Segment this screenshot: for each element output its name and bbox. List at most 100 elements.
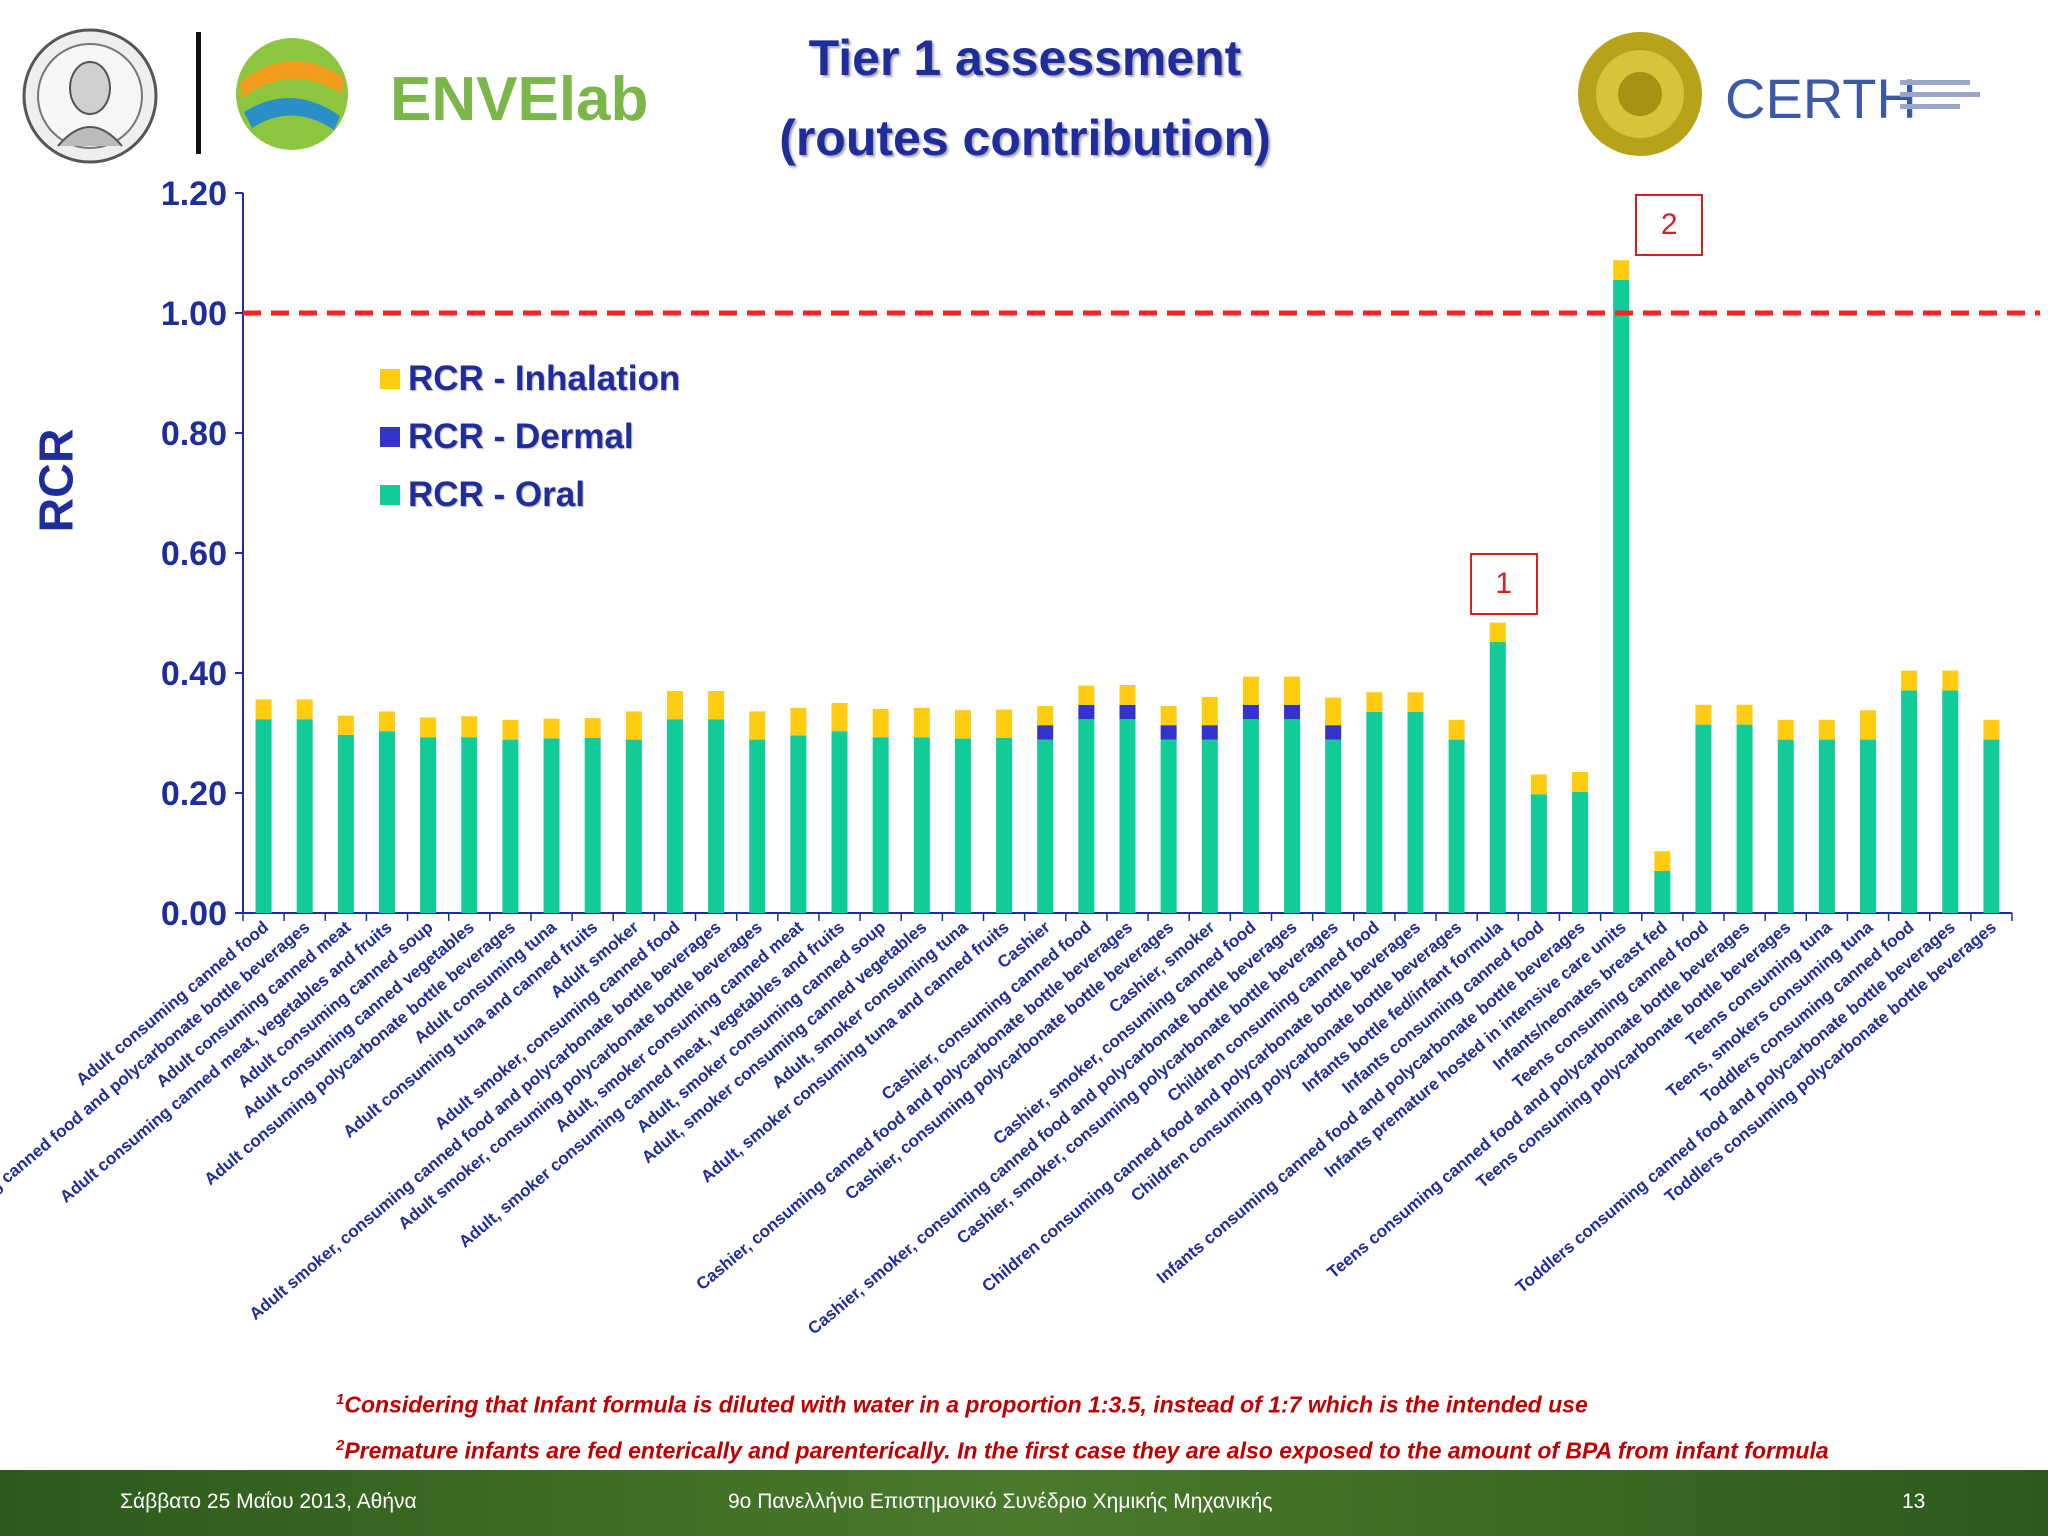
bar-rcr-inhalation — [1942, 670, 1959, 691]
bar-rcr-oral — [1777, 739, 1794, 913]
bar-rcr-inhalation — [1366, 692, 1383, 712]
bar-rcr-oral — [872, 737, 889, 913]
bar-rcr-inhalation — [1860, 710, 1877, 740]
bar-rcr-inhalation — [584, 718, 601, 738]
bar-rcr-inhalation — [1530, 774, 1547, 795]
bar-rcr-oral — [1489, 641, 1506, 913]
bar-rcr-oral — [1942, 690, 1959, 913]
bar-rcr-inhalation — [1983, 719, 2000, 740]
legend-item-dermal: RCR - Dermal — [380, 408, 680, 466]
bar-rcr-dermal — [1160, 725, 1177, 740]
bar-rcr-oral — [1201, 739, 1218, 913]
bar-rcr-oral — [1654, 871, 1671, 913]
title-line-1: Tier 1 assessment — [808, 30, 1242, 86]
bar-rcr-inhalation — [543, 718, 560, 739]
bar-rcr-dermal — [1078, 704, 1095, 720]
bar-rcr-dermal — [1242, 704, 1259, 720]
bar-rcr-oral — [1325, 739, 1342, 913]
bar-rcr-oral — [502, 739, 519, 913]
bar-rcr-dermal — [1201, 725, 1218, 740]
footnote-2: 2Premature infants are fed enterically a… — [336, 1437, 1829, 1465]
bar-rcr-oral — [749, 739, 766, 913]
bar-rcr-oral — [420, 737, 437, 913]
legend-swatch-oral — [380, 485, 400, 505]
bar-rcr-oral — [954, 738, 971, 913]
bar-rcr-inhalation — [1572, 772, 1589, 792]
slide-title: Tier 1 assessment (routes contribution) — [650, 18, 1400, 178]
bar-rcr-oral — [790, 735, 807, 913]
footer-conference: 9ο Πανελλήνιο Επιστημονικό Συνέδριο Χημι… — [728, 1490, 1273, 1513]
bar-rcr-inhalation — [708, 691, 725, 720]
bar-rcr-oral — [625, 739, 642, 913]
bar-rcr-inhalation — [1448, 719, 1465, 740]
bar-rcr-inhalation — [1325, 697, 1342, 726]
annotation-callout-2: 2 — [1635, 194, 1704, 257]
bar-rcr-oral — [1860, 739, 1877, 913]
title-line-2: (routes contribution) — [779, 110, 1271, 166]
bar-rcr-oral — [1242, 719, 1259, 913]
y-tick-label: 0.40 — [161, 655, 227, 693]
bar-rcr-inhalation — [1613, 260, 1630, 280]
bar-rcr-inhalation — [954, 710, 971, 739]
bar-rcr-oral — [1160, 739, 1177, 913]
svg-text:CERTH: CERTH — [1725, 67, 1917, 130]
legend-label-inhalation: RCR - Inhalation — [408, 359, 681, 398]
bar-rcr-oral — [1572, 791, 1589, 913]
bar-rcr-dermal — [1325, 725, 1342, 740]
bar-rcr-inhalation — [1818, 719, 1835, 740]
bar-rcr-oral — [337, 734, 354, 913]
bar-rcr-inhalation — [872, 709, 889, 738]
bar-rcr-oral — [996, 737, 1013, 913]
bar-rcr-inhalation — [625, 711, 642, 740]
bar-rcr-inhalation — [337, 715, 354, 735]
footer-page-number: 13 — [1902, 1490, 1926, 1513]
bar-rcr-oral — [708, 719, 725, 913]
certh-logo: CERTH — [1570, 28, 2020, 163]
legend-label-oral: RCR - Oral — [408, 475, 585, 514]
bar-rcr-oral — [378, 731, 395, 913]
bar-rcr-inhalation — [1201, 697, 1218, 726]
bar-rcr-oral — [584, 737, 601, 913]
bar-rcr-dermal — [1037, 725, 1054, 740]
bar-rcr-oral — [1818, 739, 1835, 913]
y-tick-label: 0.20 — [161, 775, 227, 813]
bar-rcr-dermal — [1284, 704, 1301, 720]
bar-rcr-inhalation — [1078, 685, 1095, 705]
bar-rcr-inhalation — [378, 711, 395, 732]
footer-date: Σάββατο 25 Μαΐου 2013, Αθήνα — [120, 1490, 417, 1513]
bar-rcr-oral — [1613, 280, 1630, 913]
bar-rcr-inhalation — [913, 707, 930, 738]
legend-label-dermal: RCR - Dermal — [408, 417, 634, 456]
bar-rcr-oral — [1901, 690, 1918, 913]
bar-rcr-oral — [1530, 794, 1547, 913]
bar-rcr-inhalation — [1037, 706, 1054, 726]
auth-seal-logo — [18, 26, 163, 166]
bar-rcr-inhalation — [1736, 704, 1753, 725]
bar-rcr-oral — [1284, 719, 1301, 913]
y-tick-label: 1.20 — [161, 175, 227, 213]
bar-rcr-oral — [666, 719, 683, 913]
y-tick-label: 0.80 — [161, 415, 227, 453]
logo-separator — [196, 32, 201, 154]
legend-swatch-inhalation — [380, 369, 400, 389]
footnote-1: 1Considering that Infant formula is dilu… — [336, 1391, 1588, 1419]
bar-rcr-oral — [1366, 712, 1383, 913]
bar-rcr-inhalation — [296, 699, 313, 720]
bar-rcr-inhalation — [1777, 719, 1794, 740]
bar-rcr-oral — [1983, 739, 2000, 913]
chart-legend: RCR - Inhalation RCR - Dermal RCR - Oral — [380, 350, 680, 524]
envlab-logo: ENVElab — [230, 32, 650, 158]
bar-rcr-oral — [255, 719, 272, 913]
bar-rcr-inhalation — [1489, 622, 1506, 642]
bar-rcr-inhalation — [1695, 704, 1712, 725]
bar-rcr-oral — [1078, 719, 1095, 913]
bar-rcr-oral — [1407, 712, 1424, 913]
y-tick-label: 0.00 — [161, 895, 227, 933]
bar-rcr-inhalation — [461, 716, 478, 738]
bar-rcr-inhalation — [1284, 676, 1301, 705]
bar-rcr-oral — [831, 731, 848, 913]
bar-rcr-inhalation — [1242, 676, 1259, 705]
bar-rcr-inhalation — [255, 699, 272, 720]
svg-text:ENVElab: ENVElab — [390, 65, 648, 134]
bar-rcr-inhalation — [996, 709, 1013, 738]
